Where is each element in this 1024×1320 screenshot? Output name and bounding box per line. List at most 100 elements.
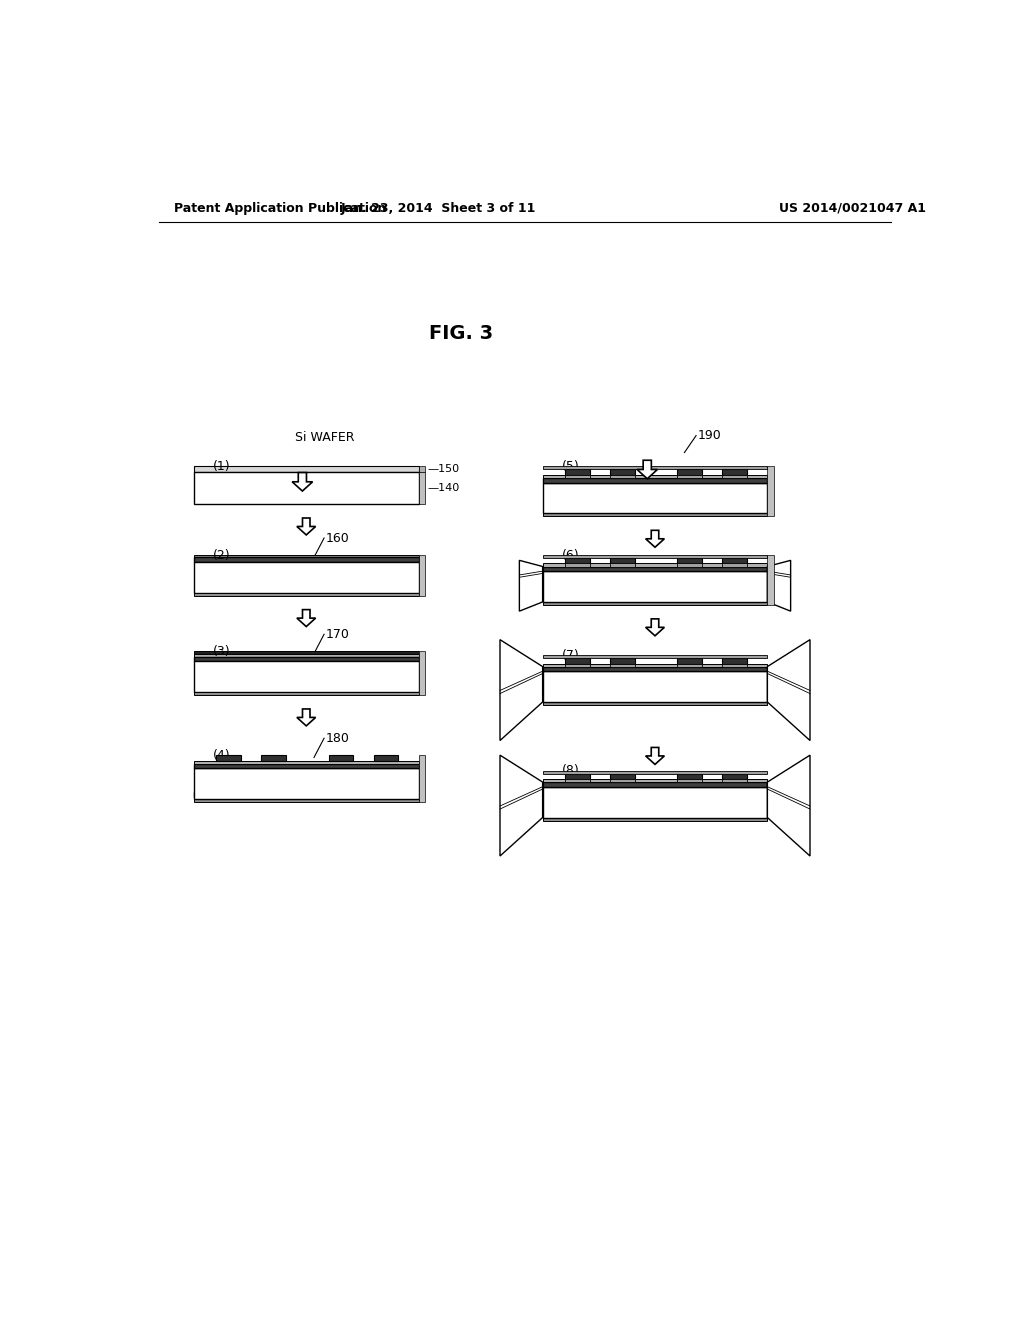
Bar bbox=[419, 466, 425, 471]
Bar bbox=[194, 593, 419, 595]
Bar bbox=[543, 513, 767, 516]
Bar bbox=[610, 475, 635, 478]
Polygon shape bbox=[767, 640, 810, 741]
Bar bbox=[194, 651, 419, 653]
Bar bbox=[565, 774, 590, 779]
Bar bbox=[194, 653, 419, 656]
Bar bbox=[374, 755, 398, 760]
Bar bbox=[565, 664, 590, 667]
Bar bbox=[722, 779, 748, 781]
Bar bbox=[543, 602, 767, 605]
Bar bbox=[767, 554, 773, 605]
Polygon shape bbox=[519, 561, 543, 611]
Bar bbox=[543, 771, 767, 774]
Bar bbox=[767, 466, 773, 516]
Bar bbox=[194, 661, 419, 692]
Bar bbox=[610, 470, 635, 475]
Text: 170: 170 bbox=[326, 628, 349, 640]
Text: (6): (6) bbox=[562, 549, 580, 562]
Bar bbox=[722, 470, 748, 475]
Text: Si WAFER: Si WAFER bbox=[295, 430, 354, 444]
Text: 180: 180 bbox=[326, 731, 349, 744]
Bar bbox=[543, 655, 767, 659]
Bar bbox=[419, 554, 425, 595]
Polygon shape bbox=[767, 561, 791, 611]
Bar bbox=[610, 779, 635, 781]
Polygon shape bbox=[297, 610, 315, 627]
Bar bbox=[565, 470, 590, 475]
Text: —140: —140 bbox=[428, 483, 460, 492]
Bar bbox=[565, 558, 590, 564]
Bar bbox=[722, 558, 748, 564]
Bar bbox=[543, 483, 767, 513]
Polygon shape bbox=[500, 755, 543, 857]
Polygon shape bbox=[645, 619, 665, 636]
Bar bbox=[543, 787, 767, 817]
Bar bbox=[678, 779, 702, 781]
Bar bbox=[678, 774, 702, 779]
Bar bbox=[543, 566, 767, 572]
Bar bbox=[678, 475, 702, 478]
Polygon shape bbox=[637, 461, 657, 479]
Bar bbox=[543, 781, 767, 787]
Bar bbox=[216, 755, 241, 760]
Text: Jan. 23, 2014  Sheet 3 of 11: Jan. 23, 2014 Sheet 3 of 11 bbox=[340, 202, 536, 215]
Text: (1): (1) bbox=[213, 461, 230, 474]
Bar bbox=[565, 475, 590, 478]
Bar bbox=[678, 470, 702, 475]
Bar bbox=[194, 793, 419, 797]
Bar bbox=[194, 792, 419, 797]
Bar bbox=[194, 763, 419, 768]
Bar bbox=[194, 471, 419, 504]
Text: (4): (4) bbox=[213, 748, 230, 762]
Bar bbox=[543, 702, 767, 705]
Bar bbox=[543, 475, 767, 478]
Text: (3): (3) bbox=[213, 645, 230, 659]
Polygon shape bbox=[297, 517, 315, 535]
Bar bbox=[610, 664, 635, 667]
Bar bbox=[610, 558, 635, 564]
Bar bbox=[543, 664, 767, 667]
Bar bbox=[543, 478, 767, 483]
Bar bbox=[565, 659, 590, 664]
Bar bbox=[419, 471, 425, 504]
Text: 160: 160 bbox=[326, 532, 349, 545]
Bar bbox=[194, 760, 419, 763]
Polygon shape bbox=[500, 640, 543, 741]
Text: —150: —150 bbox=[428, 465, 460, 474]
Polygon shape bbox=[767, 755, 810, 857]
Text: 190: 190 bbox=[697, 429, 721, 442]
Bar bbox=[678, 564, 702, 566]
Bar bbox=[194, 692, 419, 696]
Bar bbox=[565, 564, 590, 566]
Bar bbox=[722, 774, 748, 779]
Polygon shape bbox=[645, 531, 665, 548]
Bar bbox=[194, 562, 419, 593]
Bar bbox=[722, 659, 748, 664]
Text: FIG. 3: FIG. 3 bbox=[429, 325, 494, 343]
Bar bbox=[194, 557, 419, 562]
Bar bbox=[678, 558, 702, 564]
Bar bbox=[543, 817, 767, 821]
Bar bbox=[678, 664, 702, 667]
Bar bbox=[543, 572, 767, 602]
Bar bbox=[329, 755, 353, 760]
Text: (2): (2) bbox=[213, 549, 230, 562]
Bar bbox=[722, 564, 748, 566]
Text: Patent Application Publication: Patent Application Publication bbox=[174, 202, 387, 215]
Text: (7): (7) bbox=[562, 649, 580, 661]
Text: US 2014/0021047 A1: US 2014/0021047 A1 bbox=[779, 202, 926, 215]
Bar bbox=[419, 755, 425, 803]
Text: (5): (5) bbox=[562, 461, 580, 474]
Bar bbox=[261, 755, 286, 760]
Bar bbox=[565, 779, 590, 781]
Bar bbox=[194, 656, 419, 661]
Bar bbox=[610, 774, 635, 779]
Bar bbox=[543, 779, 767, 781]
Polygon shape bbox=[645, 747, 665, 764]
Bar bbox=[543, 667, 767, 671]
Bar bbox=[194, 466, 419, 471]
Text: (8): (8) bbox=[562, 764, 580, 777]
Bar bbox=[722, 475, 748, 478]
Polygon shape bbox=[292, 473, 312, 491]
